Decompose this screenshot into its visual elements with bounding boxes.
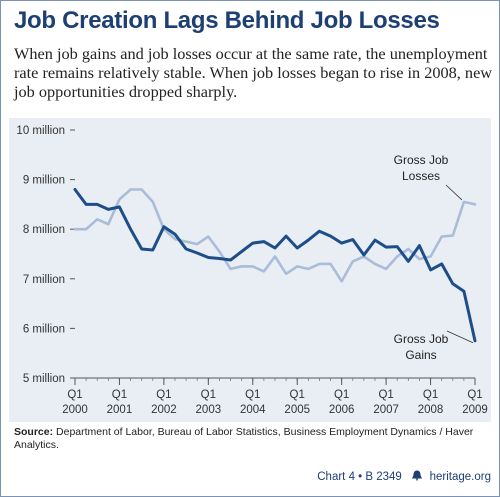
x-tick-year: 2004 — [240, 404, 266, 416]
y-tick-label: 8 million — [23, 224, 65, 236]
annotation-gains-leader — [446, 330, 474, 344]
x-tick-quarter: Q1 — [378, 389, 393, 401]
annotation-losses-leader — [445, 184, 463, 201]
x-tick-quarter: Q1 — [334, 389, 349, 401]
line-chart: 10 million 9 million 8 million 7 million 6 m… — [16, 125, 488, 416]
y-tick-label: 6 million — [23, 323, 65, 335]
annotation-losses-label: Gross Job — [394, 153, 449, 167]
y-tick-label: 10 million — [16, 125, 65, 137]
x-tick-year: 2006 — [329, 404, 355, 416]
source-note: Source: Department of Labor, Bureau of L… — [14, 426, 494, 452]
y-tick-label: 9 million — [23, 175, 65, 187]
x-tick-quarter: Q1 — [201, 389, 216, 401]
chart-title: Job Creation Lags Behind Job Losses — [14, 7, 440, 34]
x-tick-quarter: Q1 — [290, 389, 305, 401]
x-tick-quarter: Q1 — [423, 389, 438, 401]
x-tick-quarter: Q1 — [156, 389, 171, 401]
x-tick-year: 2009 — [462, 404, 488, 416]
x-tick-year: 2003 — [196, 404, 222, 416]
liberty-bell-icon — [412, 470, 423, 481]
annotation-gains-label: Gross Job — [394, 332, 449, 346]
x-tick-quarter: Q1 — [245, 389, 260, 401]
chart-panel: 10 million 9 million 8 million 7 million 6 m… — [9, 118, 491, 422]
annotation-gains-label: Gains — [405, 348, 436, 362]
source-label: Source: — [14, 426, 54, 438]
x-tick-year: 2001 — [107, 404, 133, 416]
x-tick-year: 2008 — [418, 404, 444, 416]
series-line-gross-job-gains — [73, 188, 477, 343]
x-tick-quarter: Q1 — [467, 389, 482, 401]
x-tick-quarter: Q1 — [67, 389, 82, 401]
site-link[interactable]: heritage.org — [429, 471, 491, 483]
x-tick-year: 2005 — [284, 404, 310, 416]
x-tick-year: 2007 — [373, 404, 399, 416]
source-text: Department of Labor, Bureau of Labor Sta… — [14, 426, 474, 451]
x-tick-year: 2002 — [151, 404, 177, 416]
chart-footer: Chart 4 • B 2349 heritage.org — [317, 470, 491, 483]
chart-id: Chart 4 • B 2349 — [317, 471, 402, 483]
chart-subtitle: When job gains and job losses occur at t… — [14, 44, 493, 101]
x-tick-quarter: Q1 — [112, 389, 127, 401]
x-tick-year: 2000 — [62, 404, 88, 416]
y-tick-label: 5 million — [23, 373, 65, 385]
series-line-gross-job-losses — [73, 188, 477, 283]
y-tick-label: 7 million — [23, 274, 65, 286]
annotation-losses-label: Losses — [402, 169, 440, 183]
